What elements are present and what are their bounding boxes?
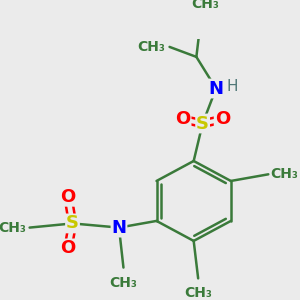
Text: CH₃: CH₃ [138, 40, 166, 54]
Text: N: N [208, 80, 224, 98]
Text: O: O [175, 110, 190, 128]
Text: CH₃: CH₃ [191, 0, 219, 11]
Text: CH₃: CH₃ [271, 167, 298, 181]
Text: O: O [215, 110, 230, 128]
Text: S: S [66, 214, 79, 232]
Text: CH₃: CH₃ [110, 276, 137, 289]
Text: CH₃: CH₃ [0, 220, 26, 235]
Text: O: O [60, 239, 76, 257]
Text: S: S [196, 115, 209, 133]
Text: CH₃: CH₃ [184, 286, 212, 300]
Text: O: O [60, 188, 76, 206]
Text: N: N [112, 219, 127, 237]
Text: H: H [226, 79, 238, 94]
